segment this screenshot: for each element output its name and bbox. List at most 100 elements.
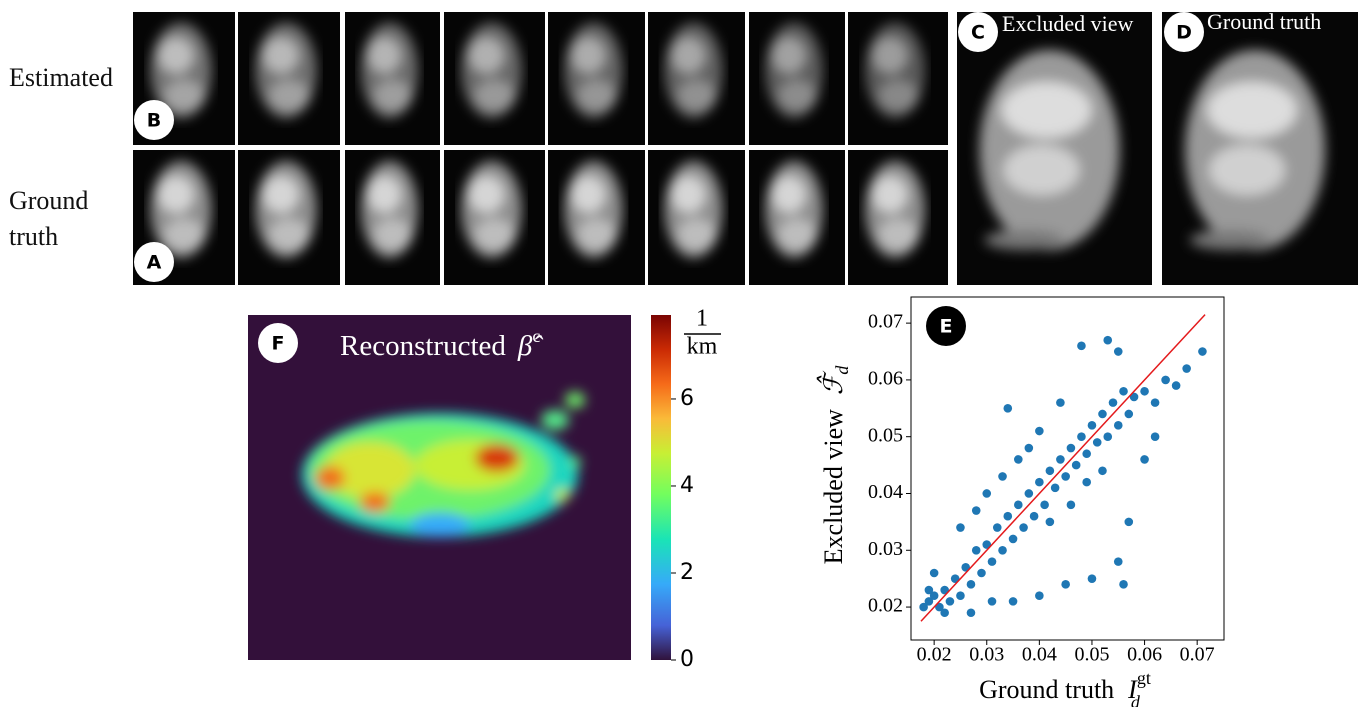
cloud xyxy=(771,175,807,214)
cloud-image xyxy=(361,22,418,119)
point xyxy=(1150,432,1160,441)
y-tick-label: 0.05 xyxy=(868,424,903,446)
row-label: Estimated xyxy=(9,63,113,92)
y-tick-label: 0.03 xyxy=(868,538,903,560)
panel-letter: B xyxy=(147,110,161,132)
reference-line xyxy=(920,314,1206,622)
cloud-image xyxy=(255,22,317,119)
cloud xyxy=(1003,145,1080,195)
point xyxy=(1035,477,1044,487)
colorbar-tick-label: 6 xyxy=(680,386,694,411)
cloud xyxy=(157,36,195,75)
point xyxy=(924,597,934,606)
point xyxy=(1140,386,1149,396)
panel-letter-circle xyxy=(926,306,966,346)
panel-letter: D xyxy=(1176,22,1192,44)
cloud-image xyxy=(150,160,212,259)
point xyxy=(929,568,939,578)
cloud xyxy=(163,79,205,112)
cloud-image xyxy=(765,22,823,119)
x-axis-superscript: gt xyxy=(1137,668,1151,688)
cloud xyxy=(468,175,505,214)
x-axis-symbol: I xyxy=(1127,675,1138,704)
cloud-image xyxy=(564,22,623,119)
cloud xyxy=(984,230,1065,250)
cloud xyxy=(571,36,606,75)
point xyxy=(956,523,965,532)
panel-title: Reconstructed β̂c xyxy=(340,326,543,362)
cloud-image xyxy=(150,22,212,119)
y-tick-label: 0.06 xyxy=(868,368,903,390)
cloud-image xyxy=(564,160,623,259)
heatmap-image xyxy=(302,392,585,537)
cloud xyxy=(1209,145,1285,195)
cloud xyxy=(1190,230,1270,250)
cloud xyxy=(571,175,606,214)
cloud xyxy=(878,218,918,251)
point xyxy=(1150,398,1160,407)
point xyxy=(1056,398,1065,407)
point xyxy=(971,545,981,555)
point xyxy=(1061,472,1070,481)
title-text: Reconstructed xyxy=(340,330,506,362)
panel-letter-circle xyxy=(958,12,998,52)
cloud xyxy=(777,79,817,112)
cloud-image xyxy=(664,22,723,119)
colorbar-unit-numerator: 1 xyxy=(696,306,708,332)
cloud xyxy=(474,218,515,251)
x-axis-label-text: Ground truth xyxy=(979,675,1114,704)
point xyxy=(1113,557,1123,566)
point xyxy=(1003,404,1013,413)
panel-letter-circle xyxy=(134,242,174,282)
cloud xyxy=(777,218,817,251)
row-label: Ground truth xyxy=(9,186,89,251)
panel-letter-circle xyxy=(258,323,298,363)
cloud-image xyxy=(1185,50,1325,250)
colorbar-tick-label: 2 xyxy=(680,560,694,585)
y-axis-label: Excluded viewℱ̂d xyxy=(816,365,852,565)
point xyxy=(1077,432,1086,441)
point xyxy=(1014,500,1023,510)
x-tick-label: 0.06 xyxy=(1127,644,1162,666)
point xyxy=(1045,466,1055,476)
point xyxy=(956,591,965,601)
colorbar-tick-label: 0 xyxy=(680,647,694,672)
colorbar-ticks: 0 2 4 6 xyxy=(671,386,694,672)
point xyxy=(982,489,992,498)
point xyxy=(1082,449,1092,459)
x-tick-label: 0.04 xyxy=(1022,644,1057,666)
point xyxy=(1124,409,1134,419)
point xyxy=(1029,511,1039,521)
point xyxy=(940,585,949,595)
point xyxy=(1066,500,1076,510)
point xyxy=(1198,347,1207,356)
point xyxy=(1061,580,1070,589)
y-axis-label-text: Excluded view xyxy=(819,409,848,564)
point xyxy=(1108,398,1118,407)
cloud xyxy=(878,79,918,112)
point xyxy=(919,602,928,612)
scatter-plot: 0.02 0.03 0.04 0.05 0.06 0.07 0.02 0.03 0.04 0.05… xyxy=(868,311,1215,666)
point xyxy=(966,608,976,618)
point xyxy=(982,540,992,549)
cloud-image xyxy=(664,160,723,259)
x-tick-label: 0.03 xyxy=(969,644,1004,666)
point xyxy=(1066,443,1076,453)
cloud xyxy=(474,79,515,112)
panel-letter-circle xyxy=(1164,12,1204,52)
colorbar xyxy=(651,315,671,660)
plot-area xyxy=(910,296,1225,641)
point xyxy=(1014,455,1023,464)
cloud-image xyxy=(865,22,925,119)
point xyxy=(945,597,955,606)
cloud xyxy=(262,175,300,214)
cloud xyxy=(677,218,716,251)
cloud xyxy=(157,175,195,214)
point xyxy=(1019,523,1028,532)
panel-letter: F xyxy=(272,333,285,355)
point xyxy=(950,574,960,583)
cloud-image xyxy=(865,160,925,259)
cloud xyxy=(872,36,908,75)
point xyxy=(1008,597,1018,606)
